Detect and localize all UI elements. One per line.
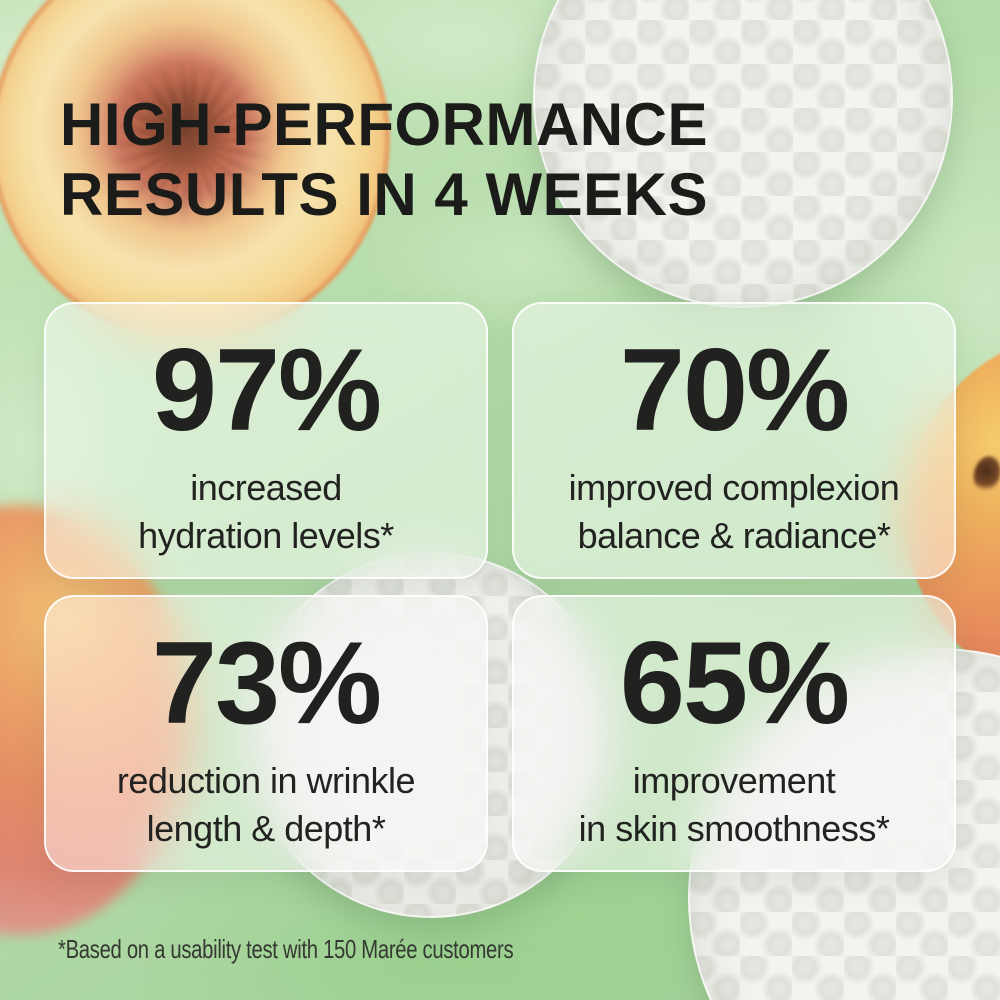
stat-label-line: balance & radiance*: [577, 515, 891, 556]
stat-value: 73%: [151, 617, 382, 749]
stat-label: improved complexion balance & radiance*: [569, 464, 900, 560]
stat-label-line: improved complexion: [568, 467, 900, 509]
stat-label-line: increased: [190, 467, 342, 509]
stats-grid: 97% increased hydration levels* 70% impr…: [44, 302, 956, 872]
stat-card-hydration: 97% increased hydration levels*: [44, 302, 488, 579]
stat-card-complexion: 70% improved complexion balance & radian…: [512, 302, 956, 579]
peach-pit-texture: [98, 50, 283, 235]
footnote: *Based on a usability test with 150 Maré…: [58, 934, 514, 964]
stat-value: 97%: [151, 324, 382, 456]
stat-label: increased hydration levels*: [138, 464, 394, 560]
stat-label-line: length & depth*: [146, 808, 386, 849]
stat-label-line: hydration levels*: [138, 515, 394, 556]
stat-value: 70%: [619, 324, 850, 456]
stat-label: reduction in wrinkle length & depth*: [116, 757, 416, 853]
page-title: HIGH-PERFORMANCE RESULTS IN 4 WEEKS: [60, 90, 708, 230]
stat-label-line: improvement: [632, 760, 836, 802]
title-line-1: HIGH-PERFORMANCE: [60, 91, 708, 158]
stat-label-line: reduction in wrinkle: [116, 760, 416, 802]
title-line-2: RESULTS IN 4 WEEKS: [60, 161, 708, 229]
stat-card-smoothness: 65% improvement in skin smoothness*: [512, 595, 956, 872]
stat-label: improvement in skin smoothness*: [579, 757, 890, 853]
stat-value: 65%: [619, 617, 850, 749]
stat-label-line: in skin smoothness*: [578, 808, 890, 849]
stat-card-wrinkle: 73% reduction in wrinkle length & depth*: [44, 595, 488, 872]
halved-peach-image: [0, 0, 390, 340]
